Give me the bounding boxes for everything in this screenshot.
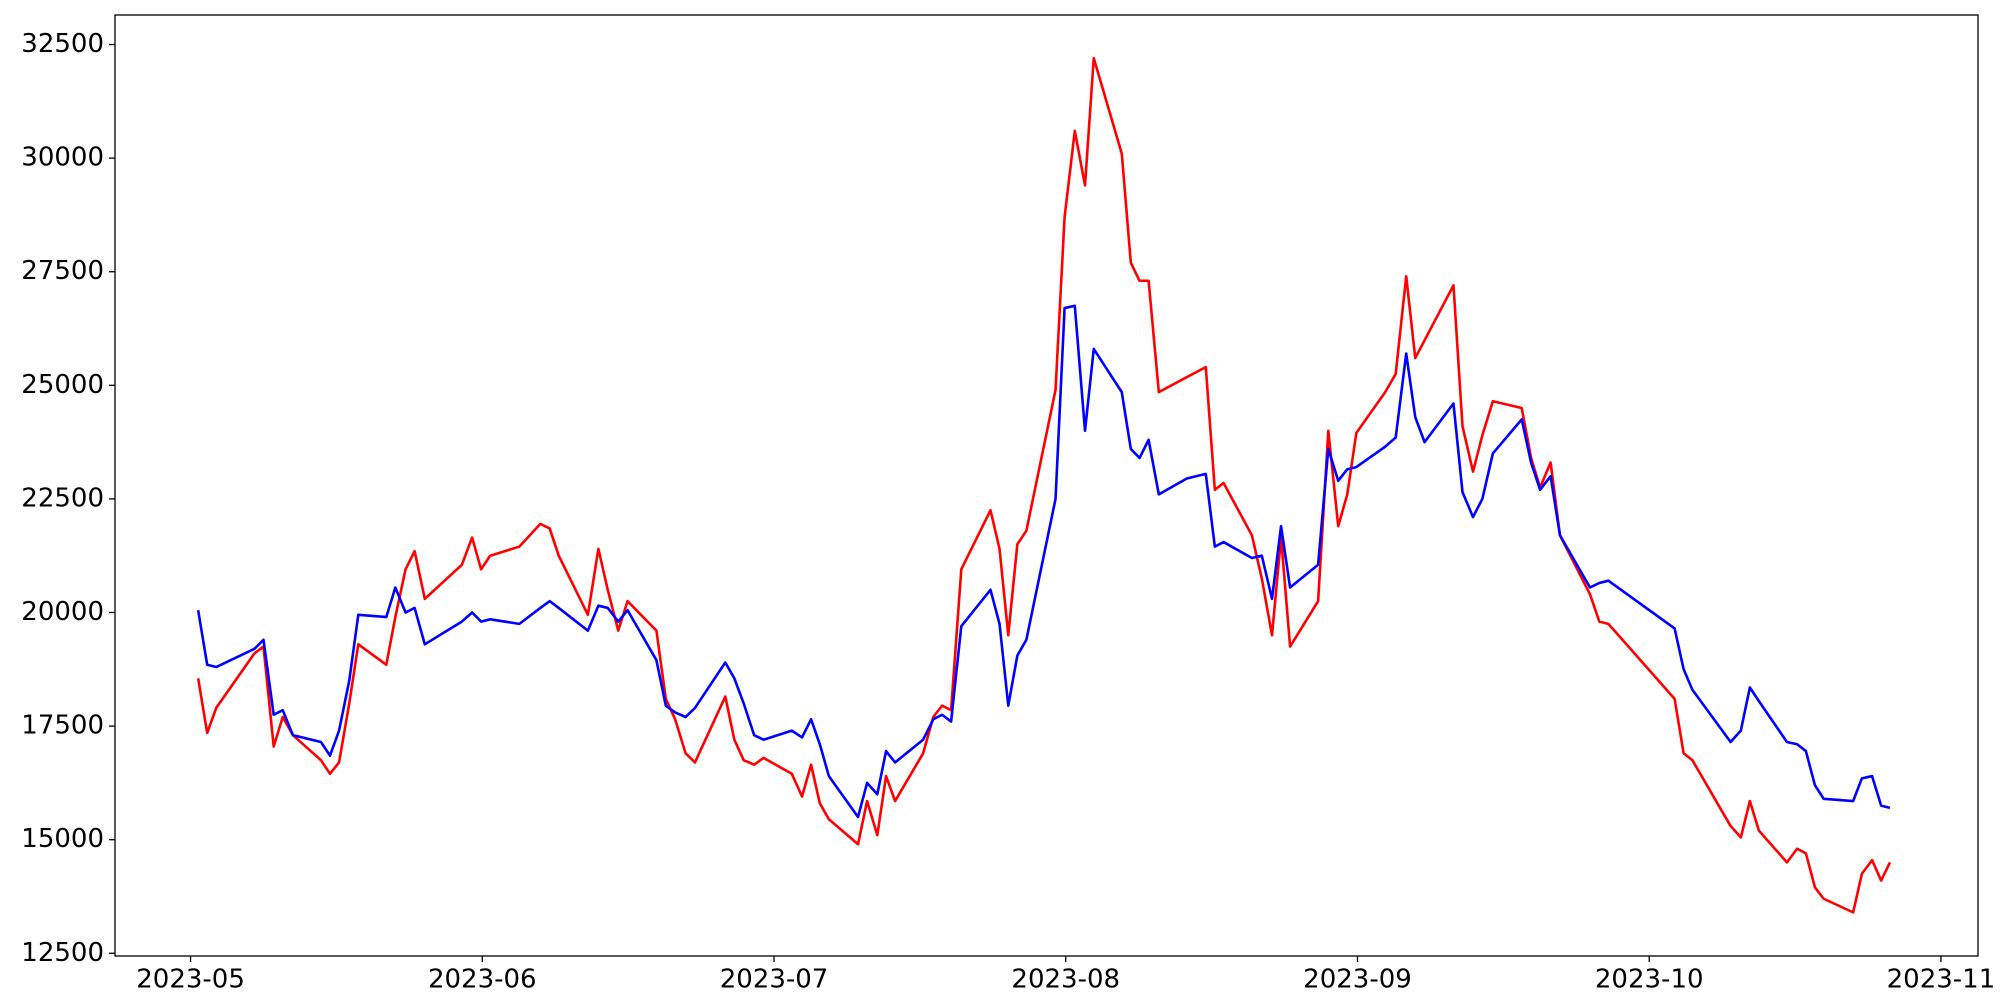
x-tick-label: 2023-07 <box>720 965 829 995</box>
line-series <box>196 56 1892 914</box>
y-tick-label: 32500 <box>21 29 104 59</box>
x-tick-label: 2023-05 <box>136 965 245 995</box>
x-tick-label: 2023-08 <box>1011 965 1120 995</box>
y-tick-label: 27500 <box>21 256 104 286</box>
plot-frame <box>114 14 1979 957</box>
y-tick-label: 22500 <box>21 483 104 513</box>
y-tick-label: 12500 <box>21 938 104 968</box>
x-tick-label: 2023-06 <box>428 965 537 995</box>
y-tick-label: 17500 <box>21 711 104 741</box>
y-tick-label: 30000 <box>21 143 104 173</box>
y-tick-label: 15000 <box>21 824 104 854</box>
x-tick-label: 2023-11 <box>1887 965 1996 995</box>
x-tick-label: 2023-10 <box>1595 965 1704 995</box>
y-tick-label: 25000 <box>21 370 104 400</box>
x-tick-label: 2023-09 <box>1303 965 1412 995</box>
line-series <box>196 304 1891 819</box>
y-tick-label: 20000 <box>21 597 104 627</box>
